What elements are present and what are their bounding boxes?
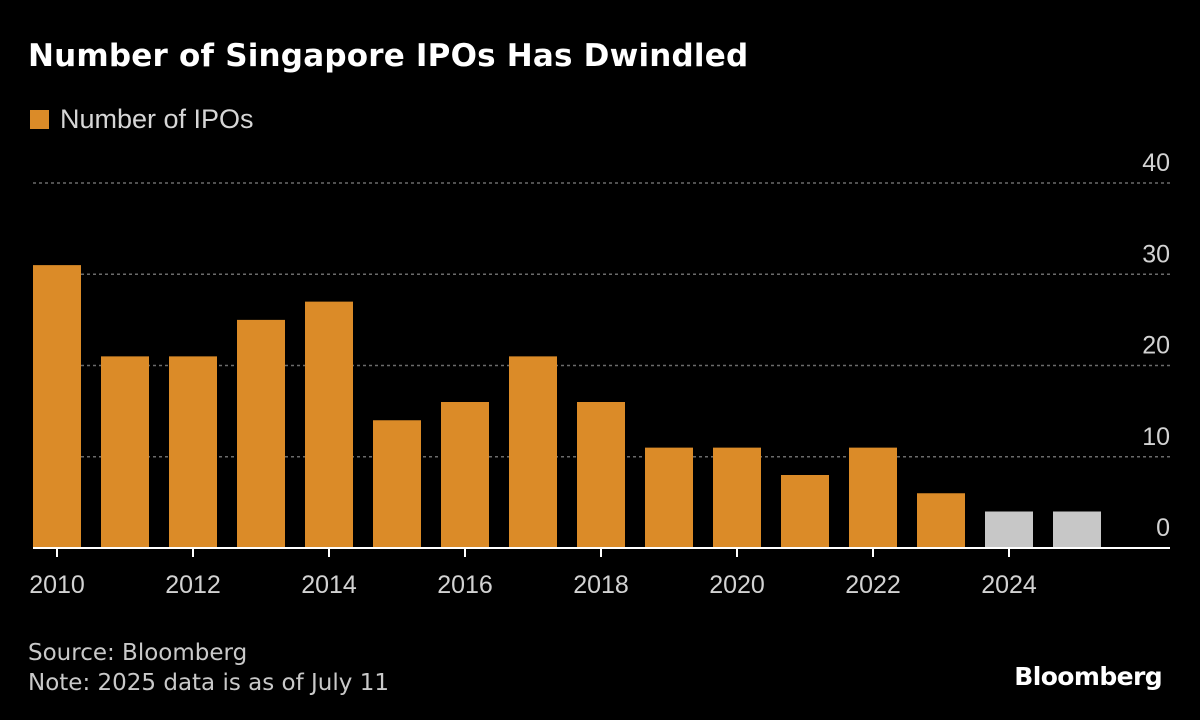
data-note: Note: 2025 data is as of July 11	[28, 670, 389, 696]
y-tick-label-30: 30	[1142, 240, 1170, 268]
bar-2016	[441, 402, 489, 548]
bar-2023	[917, 493, 965, 548]
x-tick-label-2018: 2018	[573, 571, 629, 599]
x-tick-label-2024: 2024	[981, 571, 1037, 599]
bar-2021	[781, 475, 829, 548]
bar-2011	[101, 356, 149, 548]
x-tick-label-2020: 2020	[709, 571, 765, 599]
bar-2024	[985, 511, 1033, 548]
x-tick-label-2010: 2010	[29, 571, 85, 599]
bar-2019	[645, 447, 693, 548]
bar-2010	[33, 265, 81, 548]
x-tick-label-2016: 2016	[437, 571, 493, 599]
bar-2018	[577, 402, 625, 548]
x-tick-label-2012: 2012	[165, 571, 221, 599]
bloomberg-logo: Bloomberg	[1014, 662, 1162, 691]
bar-2020	[713, 447, 761, 548]
legend: Number of IPOs	[30, 104, 254, 135]
bar-2022	[849, 447, 897, 548]
bar-2025	[1053, 511, 1101, 548]
legend-label: Number of IPOs	[60, 104, 254, 134]
y-tick-label-10: 10	[1142, 423, 1170, 451]
bar-2014	[305, 301, 353, 548]
y-tick-label-40: 40	[1142, 149, 1170, 177]
x-tick-label-2022: 2022	[845, 571, 901, 599]
source-note: Source: Bloomberg	[28, 640, 248, 666]
bar-2012	[169, 356, 217, 548]
bar-2013	[237, 319, 285, 548]
bar-2015	[373, 420, 421, 548]
y-tick-label-0: 0	[1156, 514, 1170, 542]
y-tick-label-20: 20	[1142, 332, 1170, 360]
chart-title: Number of Singapore IPOs Has Dwindled	[28, 38, 749, 74]
legend-swatch	[30, 110, 49, 129]
bar-2017	[509, 356, 557, 548]
x-tick-label-2014: 2014	[301, 571, 357, 599]
